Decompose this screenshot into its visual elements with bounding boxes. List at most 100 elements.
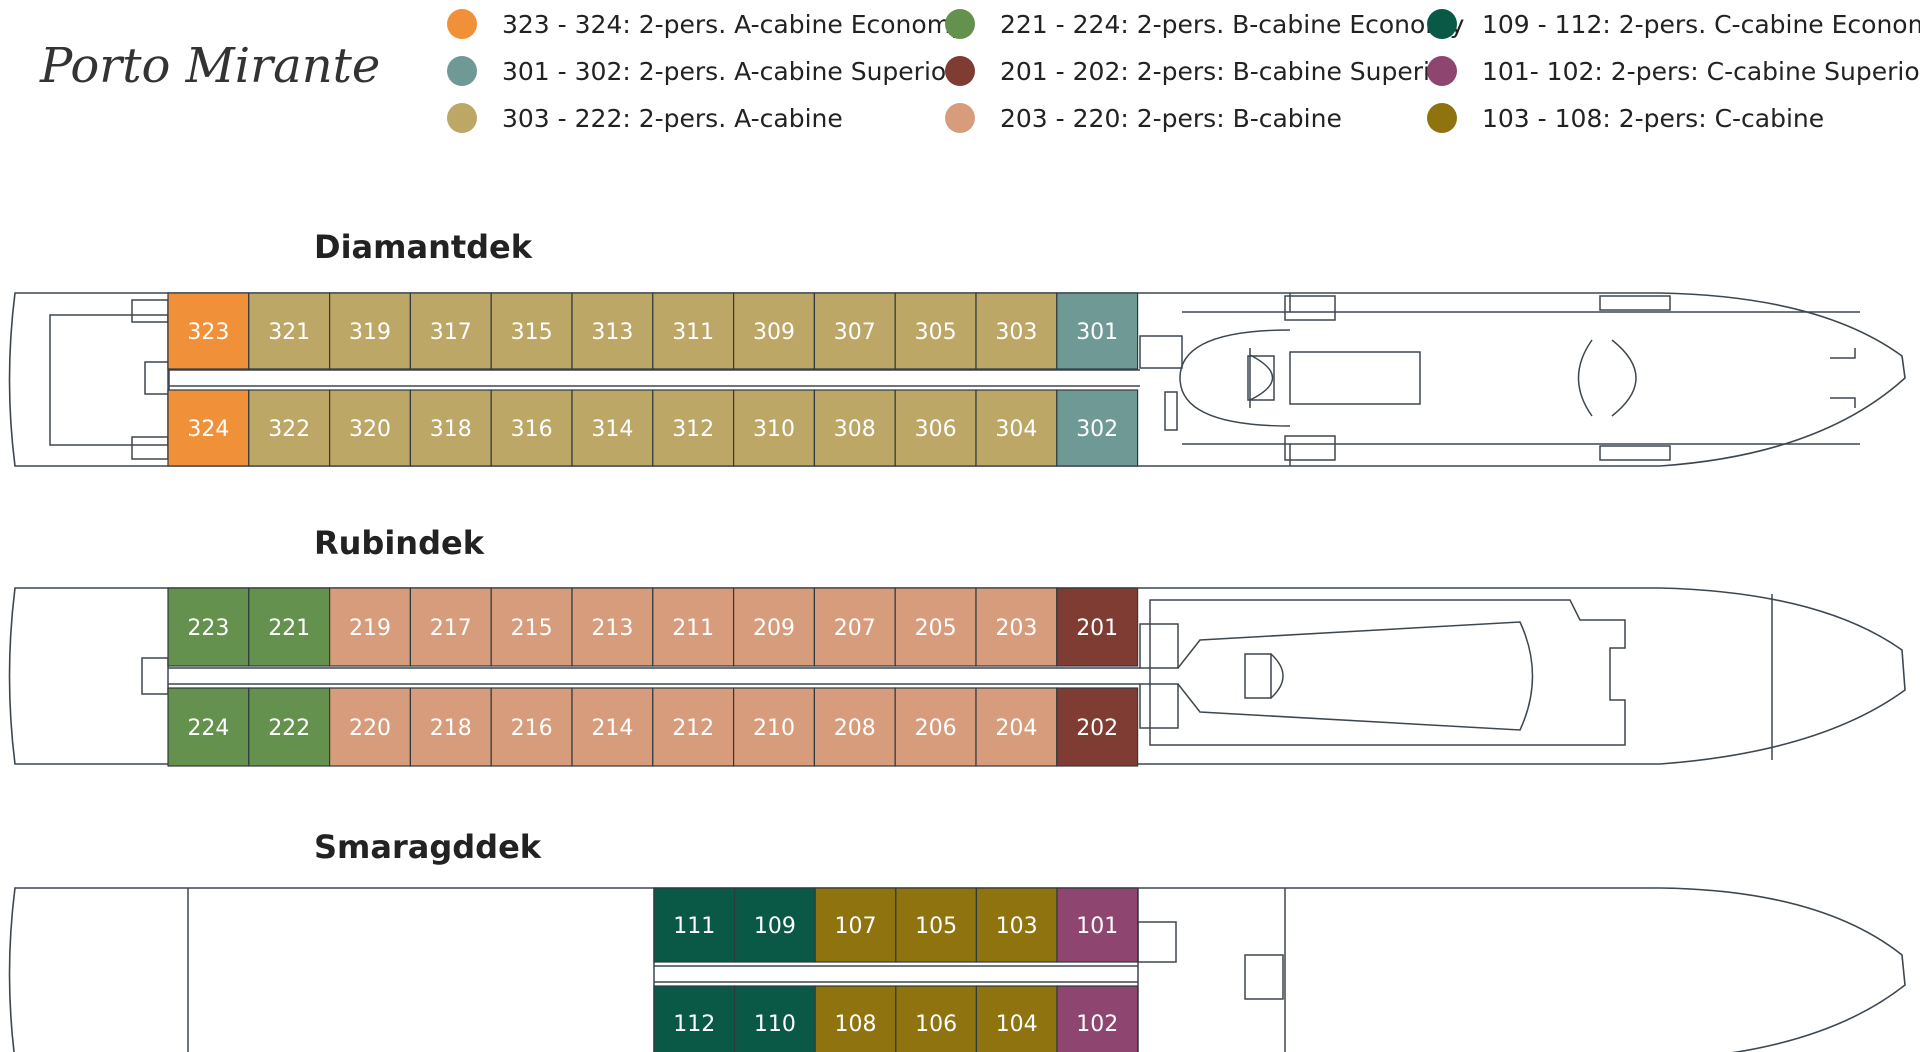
cabin-209[interactable]: 209: [732, 587, 815, 667]
cabin-208[interactable]: 208: [813, 687, 896, 767]
cabin-303[interactable]: 303: [975, 292, 1058, 370]
cabin-box[interactable]: [733, 887, 816, 963]
cabin-319[interactable]: 319: [329, 292, 412, 370]
cabin-317[interactable]: 317: [409, 292, 492, 370]
cabin-box[interactable]: [813, 389, 896, 467]
cabin-321[interactable]: 321: [248, 292, 331, 370]
cabin-box[interactable]: [1056, 985, 1139, 1052]
cabin-box[interactable]: [490, 587, 573, 667]
cabin-box[interactable]: [653, 985, 736, 1052]
cabin-309[interactable]: 309: [732, 292, 815, 370]
cabin-box[interactable]: [1056, 587, 1139, 667]
cabin-box[interactable]: [409, 587, 492, 667]
cabin-220[interactable]: 220: [329, 687, 412, 767]
cabin-box[interactable]: [814, 887, 897, 963]
cabin-box[interactable]: [894, 292, 977, 370]
cabin-box[interactable]: [1056, 687, 1139, 767]
cabin-box[interactable]: [167, 587, 250, 667]
cabin-314[interactable]: 314: [571, 389, 654, 467]
cabin-box[interactable]: [409, 292, 492, 370]
cabin-210[interactable]: 210: [732, 687, 815, 767]
cabin-311[interactable]: 311: [652, 292, 735, 370]
cabin-105[interactable]: 105: [895, 887, 977, 963]
cabin-315[interactable]: 315: [490, 292, 573, 370]
cabin-box[interactable]: [975, 389, 1058, 467]
cabin-302[interactable]: 302: [1056, 389, 1139, 467]
cabin-box[interactable]: [1056, 389, 1139, 467]
cabin-103[interactable]: 103: [975, 887, 1058, 963]
cabin-212[interactable]: 212: [652, 687, 735, 767]
cabin-324[interactable]: 324: [167, 389, 250, 467]
cabin-box[interactable]: [248, 389, 331, 467]
cabin-box[interactable]: [409, 687, 492, 767]
cabin-215[interactable]: 215: [490, 587, 573, 667]
cabin-box[interactable]: [975, 887, 1058, 963]
cabin-318[interactable]: 318: [409, 389, 492, 467]
cabin-box[interactable]: [490, 292, 573, 370]
cabin-305[interactable]: 305: [894, 292, 977, 370]
cabin-box[interactable]: [975, 687, 1058, 767]
cabin-101[interactable]: 101: [1056, 887, 1139, 963]
cabin-202[interactable]: 202: [1056, 687, 1139, 767]
cabin-206[interactable]: 206: [894, 687, 977, 767]
cabin-box[interactable]: [813, 687, 896, 767]
cabin-316[interactable]: 316: [490, 389, 573, 467]
cabin-102[interactable]: 102: [1056, 985, 1139, 1052]
cabin-308[interactable]: 308: [813, 389, 896, 467]
cabin-box[interactable]: [248, 687, 331, 767]
cabin-box[interactable]: [653, 887, 736, 963]
cabin-box[interactable]: [975, 587, 1058, 667]
cabin-box[interactable]: [813, 587, 896, 667]
cabin-205[interactable]: 205: [894, 587, 977, 667]
cabin-322[interactable]: 322: [248, 389, 331, 467]
cabin-box[interactable]: [894, 687, 977, 767]
cabin-box[interactable]: [1056, 292, 1139, 370]
cabin-304[interactable]: 304: [975, 389, 1058, 467]
cabin-222[interactable]: 222: [248, 687, 331, 767]
cabin-214[interactable]: 214: [571, 687, 654, 767]
cabin-box[interactable]: [571, 292, 654, 370]
cabin-box[interactable]: [248, 292, 331, 370]
cabin-box[interactable]: [409, 389, 492, 467]
cabin-box[interactable]: [732, 587, 815, 667]
cabin-217[interactable]: 217: [409, 587, 492, 667]
cabin-104[interactable]: 104: [975, 985, 1058, 1052]
cabin-box[interactable]: [652, 389, 735, 467]
cabin-320[interactable]: 320: [329, 389, 412, 467]
cabin-204[interactable]: 204: [975, 687, 1058, 767]
cabin-306[interactable]: 306: [894, 389, 977, 467]
cabin-box[interactable]: [167, 687, 250, 767]
cabin-207[interactable]: 207: [813, 587, 896, 667]
cabin-box[interactable]: [652, 587, 735, 667]
cabin-box[interactable]: [894, 587, 977, 667]
cabin-box[interactable]: [894, 389, 977, 467]
cabin-box[interactable]: [490, 687, 573, 767]
cabin-box[interactable]: [732, 389, 815, 467]
cabin-112[interactable]: 112: [653, 985, 736, 1052]
cabin-box[interactable]: [248, 587, 331, 667]
cabin-201[interactable]: 201: [1056, 587, 1139, 667]
cabin-312[interactable]: 312: [652, 389, 735, 467]
cabin-216[interactable]: 216: [490, 687, 573, 767]
cabin-107[interactable]: 107: [814, 887, 897, 963]
cabin-323[interactable]: 323: [167, 292, 250, 370]
cabin-203[interactable]: 203: [975, 587, 1058, 667]
cabin-box[interactable]: [652, 687, 735, 767]
cabin-box[interactable]: [733, 985, 816, 1052]
cabin-219[interactable]: 219: [329, 587, 412, 667]
cabin-box[interactable]: [329, 687, 412, 767]
cabin-box[interactable]: [895, 887, 977, 963]
cabin-223[interactable]: 223: [167, 587, 250, 667]
cabin-307[interactable]: 307: [813, 292, 896, 370]
cabin-213[interactable]: 213: [571, 587, 654, 667]
cabin-211[interactable]: 211: [652, 587, 735, 667]
cabin-box[interactable]: [571, 389, 654, 467]
cabin-109[interactable]: 109: [733, 887, 816, 963]
cabin-218[interactable]: 218: [409, 687, 492, 767]
cabin-box[interactable]: [167, 292, 250, 370]
cabin-224[interactable]: 224: [167, 687, 250, 767]
cabin-box[interactable]: [814, 985, 897, 1052]
cabin-110[interactable]: 110: [733, 985, 816, 1052]
cabin-108[interactable]: 108: [814, 985, 897, 1052]
cabin-box[interactable]: [975, 985, 1058, 1052]
